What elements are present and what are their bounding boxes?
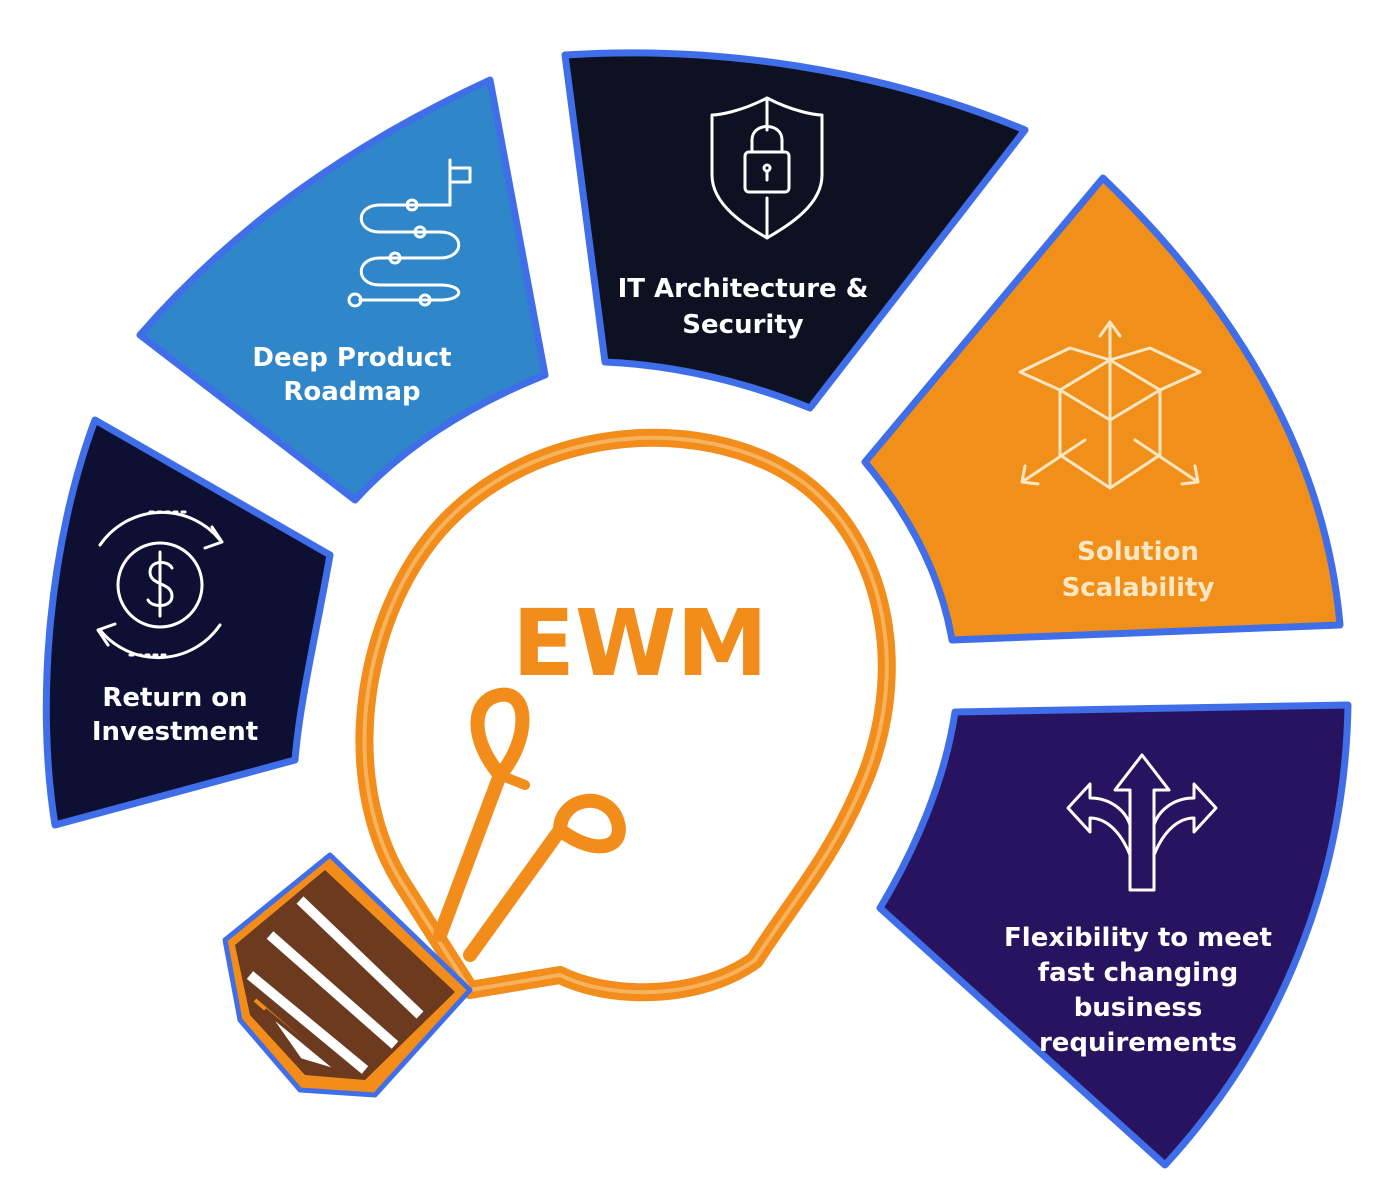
segment-it-architecture-security: IT Architecture & Security bbox=[561, 49, 1029, 412]
roadmap-path-icon bbox=[347, 158, 472, 308]
segment-solution-scalability-shape bbox=[861, 174, 1344, 644]
segment-return-on-investment: Return on Investment bbox=[42, 416, 334, 829]
segment-solution-scalability: Solution Scalability bbox=[861, 174, 1344, 644]
segment-deep-product-roadmap-line-1: Deep Product bbox=[252, 343, 451, 373]
split-arrows-icon bbox=[1066, 753, 1218, 892]
segment-flexibility-line-1: Flexibility to meet bbox=[1004, 923, 1272, 953]
segment-return-on-investment-line-2: Investment bbox=[92, 717, 258, 747]
segment-deep-product-roadmap-line-2: Roadmap bbox=[283, 377, 420, 407]
segment-flexibility-line-4: requirements bbox=[1039, 1028, 1237, 1058]
segment-it-architecture-security-shape bbox=[561, 49, 1029, 412]
shield-lock-icon bbox=[710, 96, 824, 240]
bulb-base bbox=[222, 852, 473, 1098]
light-bulb-icon: EWM bbox=[222, 428, 896, 1098]
box-arrows-icon bbox=[1018, 320, 1202, 490]
dollar-cycle-icon bbox=[96, 510, 224, 660]
segment-solution-scalability-line-2: Scalability bbox=[1062, 573, 1215, 603]
segment-it-architecture-security-line-2: Security bbox=[682, 310, 803, 340]
segment-solution-scalability-line-1: Solution bbox=[1077, 537, 1199, 567]
segment-flexibility-line-3: business bbox=[1074, 993, 1203, 1023]
segment-flexibility: Flexibility to meet fast changing busine… bbox=[876, 701, 1352, 1169]
segment-return-on-investment-line-1: Return on bbox=[102, 683, 247, 713]
segment-it-architecture-security-line-1: IT Architecture & bbox=[618, 274, 869, 304]
segment-flexibility-line-2: fast changing bbox=[1038, 958, 1238, 988]
segment-return-on-investment-shape bbox=[42, 416, 334, 829]
segment-deep-product-roadmap: Deep Product Roadmap bbox=[136, 76, 549, 504]
center-label: EWM bbox=[512, 590, 768, 697]
bulb-filament bbox=[433, 687, 626, 962]
bulb-glass-outline-light bbox=[362, 435, 889, 995]
segment-flexibility-shape bbox=[876, 701, 1352, 1169]
segment-deep-product-roadmap-shape bbox=[136, 76, 549, 504]
